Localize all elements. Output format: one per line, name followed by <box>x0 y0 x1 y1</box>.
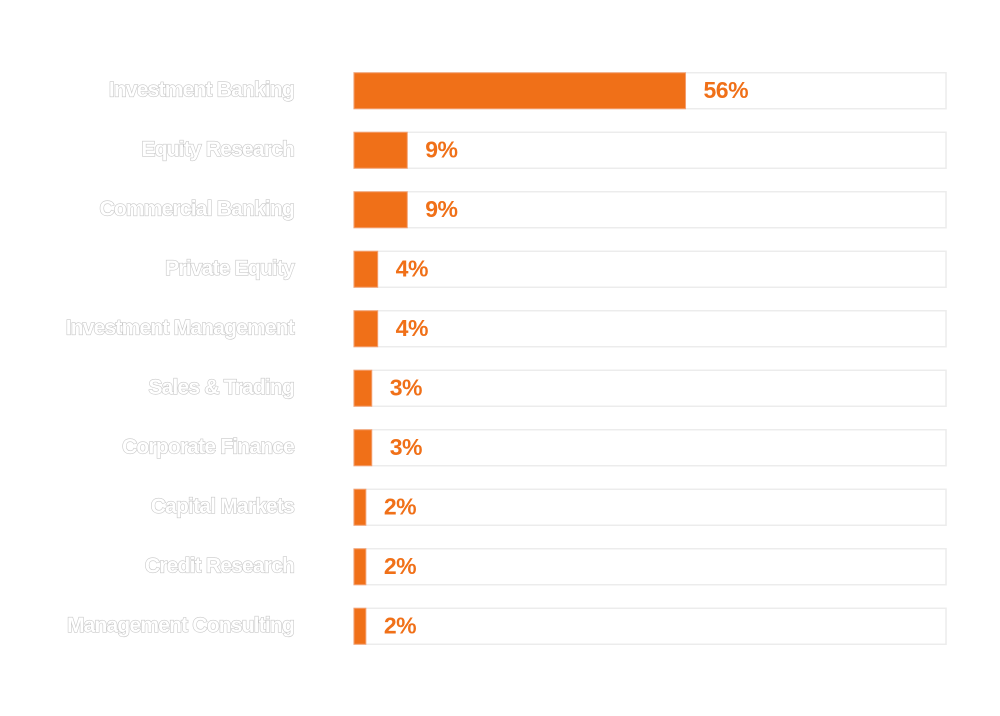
bar <box>353 310 379 348</box>
bar-track <box>353 250 947 288</box>
category-label: Credit Research <box>145 554 294 577</box>
value-label: 2% <box>384 493 416 519</box>
bar-track <box>353 131 947 169</box>
category-label: Equity Research <box>141 138 294 161</box>
category-label: Commercial Banking <box>100 197 295 220</box>
category-label: Investment Banking <box>109 78 294 101</box>
bar <box>353 607 367 645</box>
value-label: 4% <box>396 315 428 341</box>
bar-track <box>353 369 947 407</box>
value-label: 3% <box>390 374 422 400</box>
category-label: Private Equity <box>165 257 295 280</box>
category-label: Corporate Finance <box>122 435 294 458</box>
bar-track <box>353 548 947 586</box>
bar-track <box>353 488 947 526</box>
bar-track <box>353 310 947 348</box>
bar-track <box>353 191 947 229</box>
bar <box>353 250 379 288</box>
category-label: Sales & Trading <box>148 376 294 399</box>
value-label: 56% <box>704 77 749 103</box>
category-label: Management Consulting <box>67 614 294 637</box>
value-label: 9% <box>425 196 457 222</box>
bar <box>353 191 408 229</box>
value-label: 9% <box>425 136 457 162</box>
bar <box>353 429 373 467</box>
bar <box>353 369 373 407</box>
category-label: Capital Markets <box>151 495 294 518</box>
value-label: 3% <box>390 434 422 460</box>
value-label: 4% <box>396 255 428 281</box>
value-label: 2% <box>384 612 416 638</box>
bar <box>353 131 408 169</box>
bar <box>353 548 367 586</box>
category-label: Investment Management <box>66 316 295 339</box>
bar-track <box>353 429 947 467</box>
bar <box>353 488 367 526</box>
bar <box>353 72 687 110</box>
bar-track <box>353 607 947 645</box>
value-label: 2% <box>384 553 416 579</box>
